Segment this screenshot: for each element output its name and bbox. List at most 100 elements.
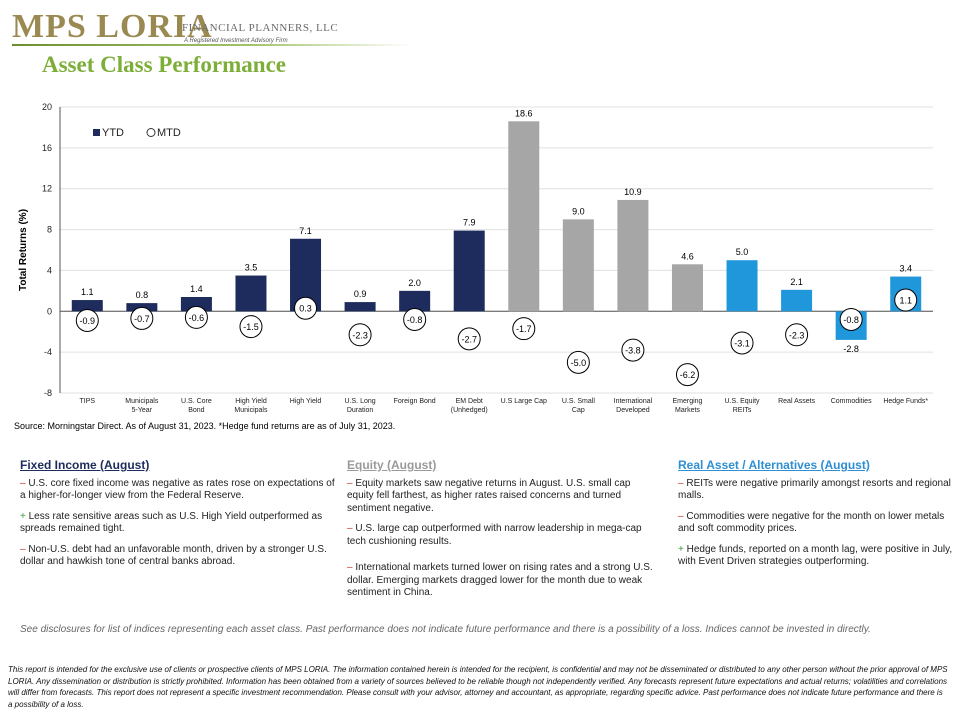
mtd-data-label: -3.8	[625, 346, 641, 356]
mtd-marker	[894, 288, 918, 312]
commentary-item: – U.S. core fixed income was negative as…	[20, 478, 340, 503]
sign-plus: +	[20, 510, 26, 522]
y-tick-label: 4	[47, 265, 52, 275]
mtd-marker	[785, 323, 809, 347]
sign-minus: –	[678, 477, 684, 489]
x-tick-label: Emerging Markets	[672, 398, 702, 414]
mtd-marker	[130, 306, 154, 330]
commentary-text: Less rate sensitive areas such as U.S. H…	[20, 510, 323, 535]
ytd-data-label: 1.1	[81, 287, 94, 297]
commentary-text: International markets turned lower on ri…	[347, 562, 653, 598]
ytd-bar	[508, 121, 540, 312]
x-tick-label: Real Assets	[778, 398, 815, 405]
mtd-marker	[730, 331, 754, 355]
logo-subtext: FINANCIAL PLANNERS, LLC	[182, 22, 339, 34]
commentary-text: Hedge funds, reported on a month lag, we…	[678, 543, 953, 568]
footer-disclaimer: This report is intended for the exclusiv…	[8, 665, 948, 709]
commentary-item: – REITs were negative primarily amongst …	[678, 478, 956, 503]
commentary-item: – International markets turned lower on …	[347, 562, 657, 600]
equity-commentary: Equity (August) – Equity markets saw neg…	[347, 459, 657, 608]
logo-tagline: A Registered Investment Advisory Firm	[184, 38, 288, 44]
mtd-data-label: -0.7	[134, 314, 150, 324]
x-tick-label: TIPS	[80, 398, 96, 405]
mtd-marker	[239, 315, 263, 339]
x-tick-label: High Yield	[290, 398, 322, 405]
page-title: Asset Class Performance	[42, 52, 286, 77]
ytd-bar	[235, 275, 267, 312]
mtd-marker	[512, 317, 536, 341]
commentary-item: – Equity markets saw negative returns in…	[347, 478, 657, 516]
mtd-marker	[348, 323, 372, 347]
commentary-text: Non-U.S. debt had an unfavorable month, …	[20, 543, 327, 568]
ytd-bar	[671, 264, 703, 312]
equity-heading: Equity (August)	[347, 458, 437, 472]
mtd-data-label: -0.8	[407, 315, 423, 325]
ytd-data-label: 0.8	[136, 290, 149, 300]
mtd-marker	[839, 307, 863, 331]
ytd-bar	[71, 300, 103, 312]
fixed-income-commentary: Fixed Income (August) – U.S. core fixed …	[20, 459, 340, 577]
ytd-bar	[781, 289, 813, 312]
legend-mtd-swatch	[146, 128, 156, 137]
legend-ytd-label: YTD	[102, 127, 124, 139]
sign-minus: –	[347, 562, 353, 573]
ytd-data-label: 2.1	[790, 277, 803, 287]
ytd-bar	[399, 290, 431, 312]
commentary-text: U.S. core fixed income was negative as r…	[20, 477, 335, 502]
mtd-data-label: -1.7	[516, 324, 532, 334]
ytd-bar	[726, 260, 758, 312]
ytd-data-label: 10.9	[624, 187, 642, 197]
sign-plus: +	[678, 543, 684, 555]
mtd-marker	[566, 350, 590, 374]
mtd-data-label: -0.6	[189, 313, 205, 323]
ytd-bar	[453, 230, 485, 312]
mtd-data-label: -1.5	[243, 322, 259, 332]
y-tick-label: 12	[42, 184, 52, 194]
x-tick-label: U.S. Equity REITs	[725, 398, 761, 414]
ytd-bar	[562, 219, 594, 312]
ytd-data-label: 5.0	[736, 247, 749, 257]
commentary-text: REITs were negative primarily amongst re…	[678, 477, 951, 502]
x-tick-label: EM Debt (Unhedged)	[451, 398, 488, 414]
ytd-data-label: 7.9	[463, 218, 476, 228]
mtd-data-label: -3.1	[734, 338, 750, 348]
logo-mark: MPS LORIA	[12, 8, 213, 45]
commentary-text: Equity markets saw negative returns in A…	[347, 477, 631, 514]
ytd-data-label: 7.1	[299, 226, 312, 236]
y-tick-label: 8	[47, 225, 52, 235]
mtd-marker	[403, 307, 427, 331]
y-axis-title: Total Returns (%)	[18, 209, 29, 291]
mtd-marker	[294, 296, 318, 320]
commentary-item: – Commodities were negative for the mont…	[678, 511, 956, 536]
ytd-data-label: 9.0	[572, 206, 585, 216]
real-assets-heading: Real Asset / Alternatives (August)	[678, 458, 870, 472]
commentary-item: – U.S. large cap outperformed with narro…	[347, 523, 657, 548]
mtd-data-label: -0.9	[80, 316, 96, 326]
source-note: Source: Morningstar Direct. As of August…	[14, 421, 396, 431]
asset-class-chart: -8 -4 0 4 8 12 16 20 Total Returns (%) YTD MTD 1.1 -…	[18, 102, 933, 414]
x-tick-label: Commodities	[831, 398, 872, 405]
x-tick-label: U.S. Long Duration	[345, 398, 376, 414]
ytd-data-label: 3.5	[245, 263, 258, 273]
x-tick-label: U.S Large Cap	[501, 398, 547, 405]
y-tick-label: -8	[44, 388, 52, 398]
ytd-data-label: -2.8	[843, 344, 859, 354]
y-tick-label: 16	[42, 143, 52, 153]
x-tick-label: Municipals 5-Year	[125, 398, 159, 414]
legend-ytd-swatch	[93, 129, 100, 136]
x-tick-label: International Developed	[614, 398, 653, 414]
fixed-income-heading: Fixed Income (August)	[20, 458, 150, 472]
mtd-data-label: -2.3	[789, 330, 805, 340]
mtd-data-label: 1.1	[899, 296, 912, 306]
mtd-marker	[621, 338, 645, 362]
x-tick-label: U.S. Core Bond	[181, 398, 212, 414]
mtd-data-label: 0.3	[299, 304, 312, 314]
legend-mtd-label: MTD	[157, 127, 181, 139]
sign-minus: –	[20, 477, 26, 489]
mtd-data-label: -2.3	[352, 330, 368, 340]
ytd-data-label: 4.6	[681, 251, 694, 261]
mtd-marker	[675, 363, 699, 387]
x-tick-label: High Yield Municipals	[234, 398, 268, 414]
disclosure-note: See disclosures for list of indices repr…	[20, 624, 871, 635]
commentary-item: + Hedge funds, reported on a month lag, …	[678, 544, 956, 569]
